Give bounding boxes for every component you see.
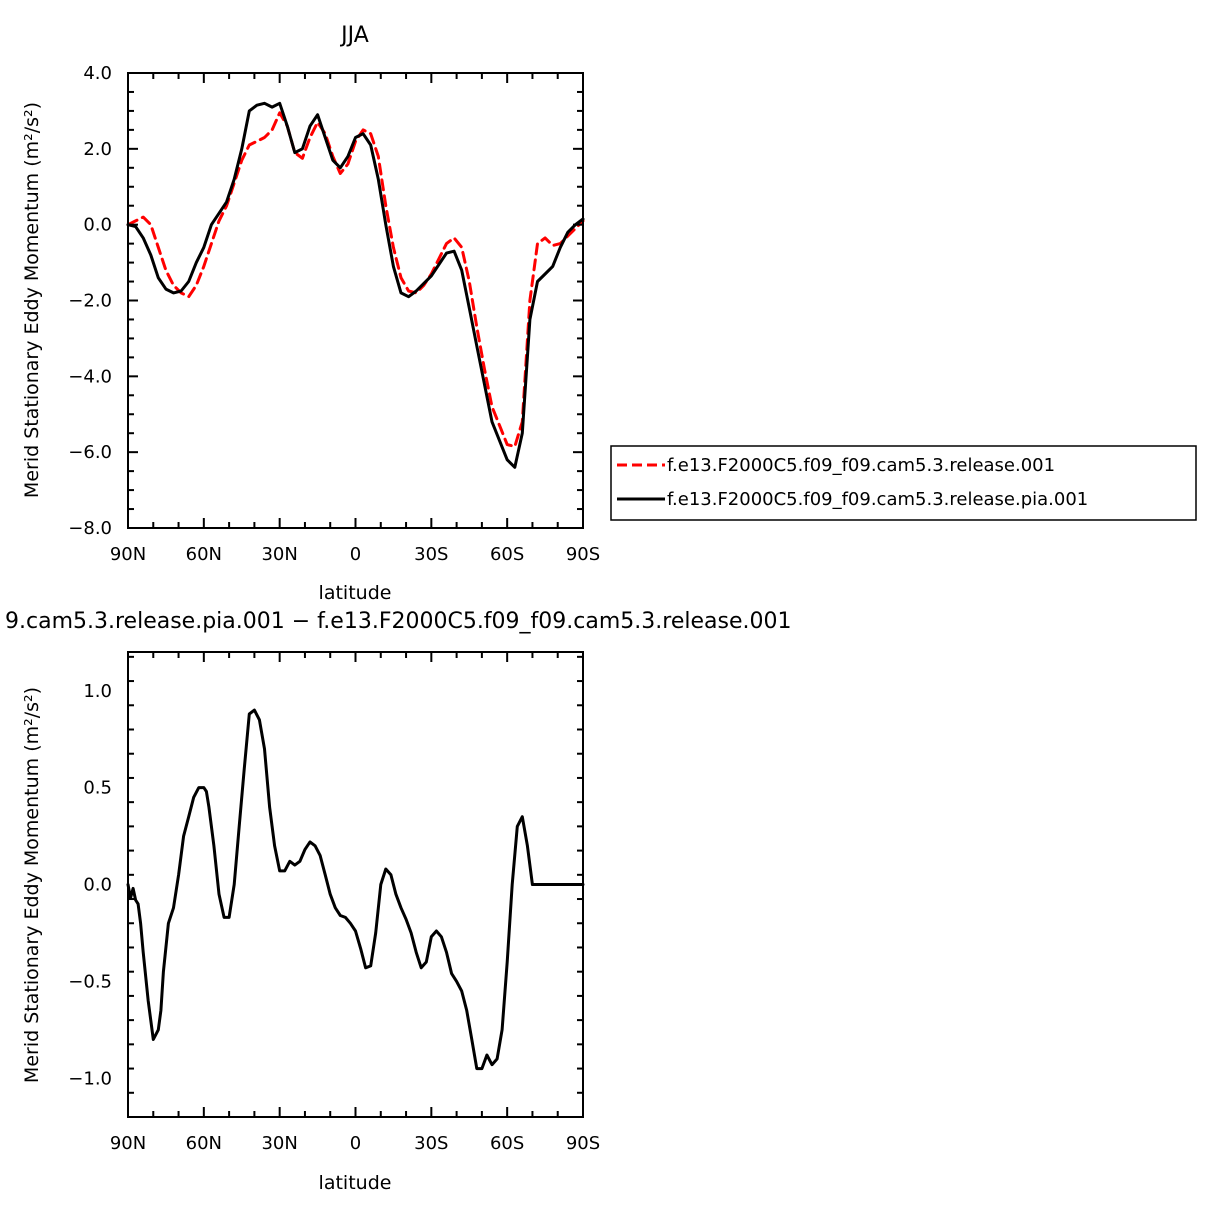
y-tick-label: −4.0 [68,366,112,387]
y-tick-label: 2.0 [83,139,112,160]
top-chart-title: JJA [339,23,369,48]
x-tick-label: 30S [414,1133,448,1154]
x-tick-label: 90N [110,544,146,565]
y-tick-label: 0.0 [83,215,112,236]
y-tick-label: −8.0 [68,518,112,539]
x-tick-label: 30S [414,544,448,565]
y-tick-label: −0.5 [68,971,112,992]
x-tick-label: 60S [490,1133,524,1154]
y-tick-label: 0.5 [83,778,112,799]
legend-entry-release: f.e13.F2000C5.f09_f09.cam5.3.release.001 [667,455,1055,476]
x-tick-label: 60S [490,544,524,565]
x-tick-label: 90S [566,1133,600,1154]
top-y-axis-title: Merid Stationary Eddy Momentum (m²/s²) [21,102,43,498]
y-tick-label: 0.0 [83,875,112,896]
bottom-chart-title: 9.cam5.3.release.pia.001 − f.e13.F2000C5… [5,609,791,634]
y-tick-label: 1.0 [83,681,112,702]
x-tick-label: 30N [261,544,297,565]
x-tick-label: 60N [186,544,222,565]
bottom-y-axis-title: Merid Stationary Eddy Momentum (m²/s²) [21,687,43,1083]
series-line-0 [126,708,585,1071]
y-tick-label: −6.0 [68,442,112,463]
y-tick-label: 4.0 [83,63,112,84]
legend: f.e13.F2000C5.f09_f09.cam5.3.release.001… [610,445,1197,521]
top-panel: JJA 90N 60N 30N 0 30S 60S 90S 4.0 2.0 0.0 −2.0 −4.0… [21,23,600,604]
bottom-x-axis-title: latitude [319,1172,392,1194]
x-tick-label: 30N [261,1133,297,1154]
top-x-axis-title: latitude [319,582,392,604]
series-line-1 [126,101,585,469]
x-tick-label: 60N [186,1133,222,1154]
x-tick-label: 0 [350,544,361,565]
y-tick-label: −1.0 [68,1068,112,1089]
legend-entry-pia: f.e13.F2000C5.f09_f09.cam5.3.release.pia… [667,489,1088,510]
series-line-0 [126,111,585,448]
legend-box [610,445,1197,521]
y-tick-label: −2.0 [68,291,112,312]
bottom-panel: 9.cam5.3.release.pia.001 − f.e13.F2000C5… [5,609,791,1194]
bottom-plot-frame [127,651,584,1118]
x-tick-label: 0 [350,1133,361,1154]
x-tick-label: 90N [110,1133,146,1154]
x-tick-label: 90S [566,544,600,565]
